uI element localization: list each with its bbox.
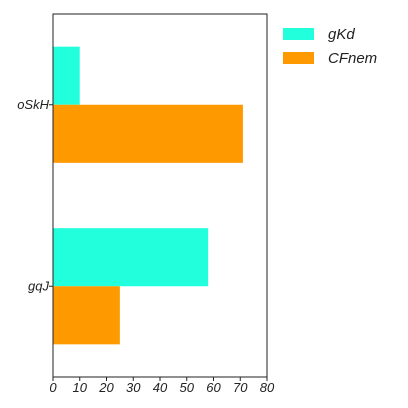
y-tick-label: oSkH [17,97,49,112]
bar-CFnem-oSkH [53,104,243,163]
bar-CFnem-gqJ [53,286,120,345]
x-tick-label: 50 [180,380,195,395]
x-tick-label: 70 [233,380,248,395]
bar-gKd-oSkH [53,46,80,105]
x-tick-label: 0 [49,380,57,395]
legend-swatch-CFnem [283,52,314,64]
x-tick-label: 60 [206,380,221,395]
x-tick-label: 80 [260,380,275,395]
x-tick-label: 10 [73,380,88,395]
y-axis-ticks: oSkH gqJ [17,97,53,293]
legend-label-gKd: gKd [328,26,355,43]
x-tick-label: 20 [98,380,114,395]
x-tick-label: 40 [153,380,168,395]
y-tick-label: gqJ [28,278,49,293]
legend-label-CFnem: CFnem [328,50,377,67]
legend: gKd CFnem [283,26,377,67]
plot-frame [52,13,268,378]
bars-group [53,46,243,345]
legend-swatch-gKd [283,28,314,40]
x-axis-ticks: 0 10 20 30 40 50 60 70 80 [49,377,275,395]
bar-gKd-gqJ [53,228,209,287]
x-tick-label: 30 [126,380,141,395]
